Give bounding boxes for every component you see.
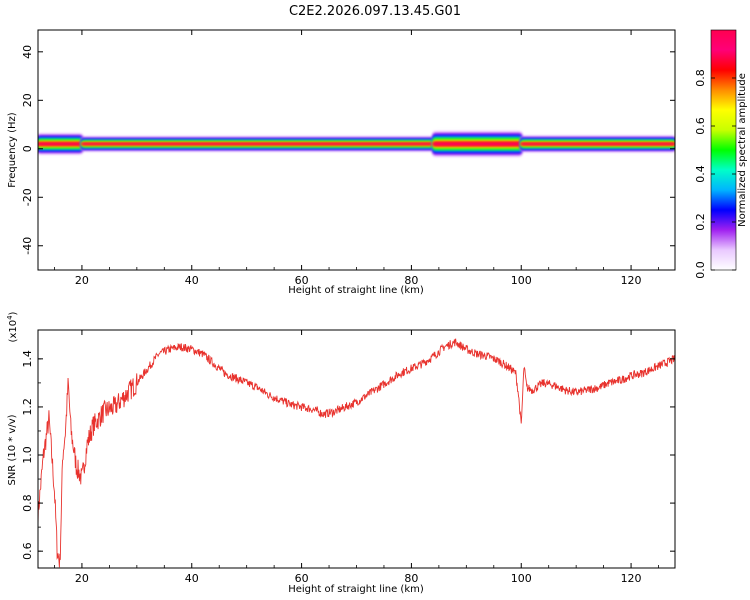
colorbar: 0.0 0.2 0.4 0.6 0.8 Normalized spectral ampl… (694, 29, 748, 279)
snr-ytick-label: 0.6 (21, 542, 34, 560)
colorbar-tick-label: 0.2 (694, 213, 707, 231)
colorbar-tick-label: 0.8 (694, 69, 707, 87)
colorbar-tick-label: 0.0 (694, 261, 707, 279)
spectrogram-panel: 20 40 60 80 100 120 -40 -20 0 20 40 Height of stra… (7, 29, 676, 296)
snr-xtick-label: 20 (75, 572, 89, 585)
snr-ylabel: SNR (10 * v/v) (7, 414, 18, 485)
spectrogram-xtick-label: 100 (511, 274, 532, 287)
snr-ytick-label: 1.4 (21, 350, 34, 368)
snr-series-line (38, 338, 675, 568)
spectrogram-ytick-label: 20 (21, 93, 34, 107)
spectrogram-xlabel: Height of straight line (km) (288, 285, 424, 296)
colorbar-bar (710, 29, 737, 271)
spectrogram-xtick-label: 120 (621, 274, 642, 287)
colorbar-tick-label: 0.4 (694, 165, 707, 183)
snr-xtick-label: 100 (511, 572, 532, 585)
snr-panel: 20 40 60 80 100 120 0.6 0.8 1.0 1.2 1.4 Height of … (6, 311, 676, 595)
snr-ytick-label: 1.2 (21, 398, 34, 416)
snr-ytick-label: 0.8 (21, 494, 34, 512)
spectrogram-xtick-label: 60 (295, 274, 309, 287)
snr-xtick-label: 40 (185, 572, 199, 585)
spectrogram-band-1-level-7 (80, 143, 435, 145)
spectrogram-xtick-label: 20 (75, 274, 89, 287)
spectrogram-band-2-level-7 (432, 142, 523, 146)
snr-scale-note: (x104) (6, 311, 19, 342)
spectrogram-ytick-label: 0 (21, 145, 34, 152)
spectrogram-band-3-level-7 (520, 143, 675, 145)
spectrogram-ytick-label: -20 (21, 188, 34, 206)
spectrogram-xtick-label: 80 (404, 274, 418, 287)
spectrogram-band-0-level-7 (38, 142, 83, 146)
snr-xtick-label: 80 (404, 572, 418, 585)
spectrogram-ridge (38, 130, 675, 158)
snr-xtick-label: 120 (621, 572, 642, 585)
spectrogram-ytick-label: -40 (21, 237, 34, 255)
chart-title: C2E2.2026.097.13.45.G01 (289, 4, 461, 19)
snr-ytick-label: 1.0 (21, 446, 34, 464)
spectrogram-ylabel: Frequency (Hz) (7, 112, 18, 188)
snr-xlabel: Height of straight line (km) (288, 584, 424, 595)
colorbar-tick-label: 0.6 (694, 117, 707, 135)
spectrogram-ytick-label: 40 (21, 45, 34, 59)
snr-frame (37, 329, 676, 569)
spectrogram-xtick-label: 40 (185, 274, 199, 287)
colorbar-label: Normalized spectral amplitude (737, 73, 748, 227)
snr-xtick-label: 60 (295, 572, 309, 585)
